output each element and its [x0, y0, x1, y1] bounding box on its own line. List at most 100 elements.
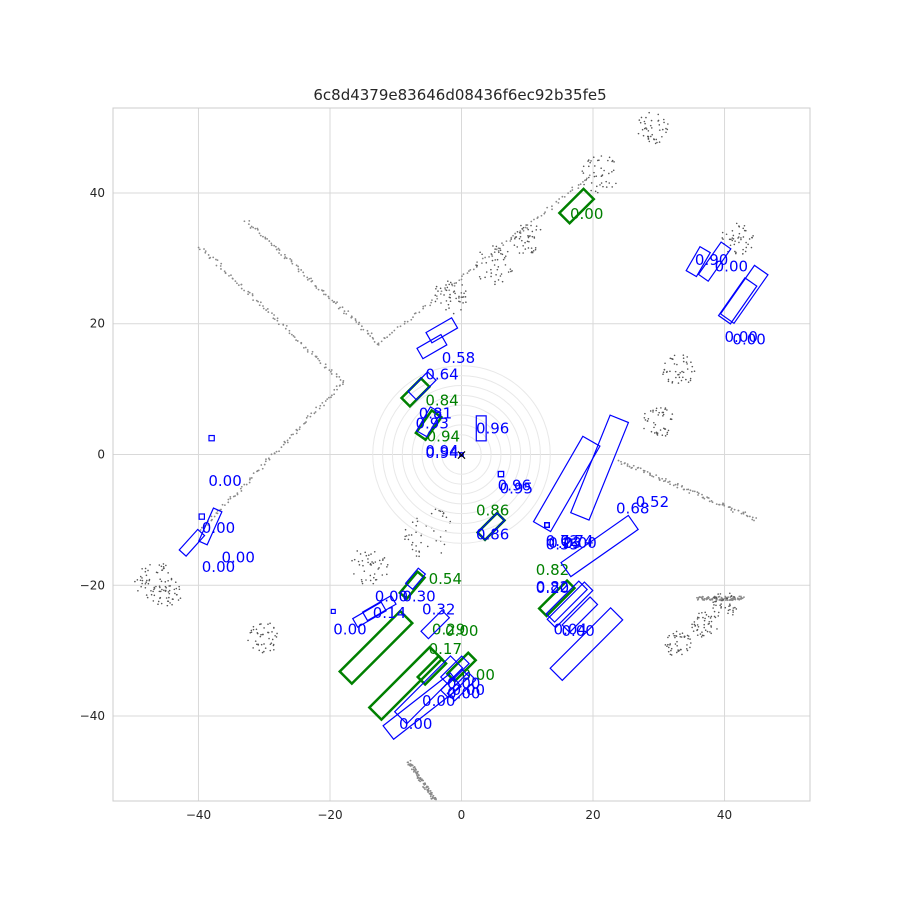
lidar-point	[495, 248, 498, 251]
lidar-point	[363, 570, 366, 572]
lidar-point	[311, 353, 313, 355]
lidar-point	[134, 580, 136, 583]
lidar-point	[716, 628, 718, 630]
lidar-point	[611, 171, 613, 173]
lidar-point	[742, 236, 745, 238]
lidar-point	[676, 486, 679, 489]
lidar-point	[369, 335, 372, 337]
lidar-point	[286, 439, 289, 442]
lidar-point	[429, 795, 432, 798]
lidar-point	[290, 259, 293, 261]
lidar-point	[386, 563, 389, 566]
lidar-point	[341, 306, 344, 309]
lidar-point	[623, 462, 626, 465]
lidar-point	[689, 379, 692, 382]
pred-box	[497, 470, 505, 478]
lidar-point	[380, 563, 382, 565]
pred-box-score: 0.00	[563, 534, 596, 552]
lidar-point	[490, 268, 492, 271]
lidar-point	[265, 309, 268, 311]
lidar-point	[139, 579, 142, 582]
lidar-point	[147, 582, 150, 585]
lidar-point	[637, 132, 640, 135]
lidar-point	[330, 369, 333, 371]
lidar-point	[165, 564, 167, 567]
lidar-point	[377, 568, 379, 570]
pred-box-score: 0.52	[636, 493, 669, 511]
pred-box	[439, 668, 470, 699]
lidar-point	[485, 271, 488, 273]
lidar-point	[493, 264, 496, 266]
lidar-point	[441, 515, 444, 517]
gt-box-score: 0.17	[429, 640, 462, 658]
lidar-point	[367, 558, 369, 560]
lidar-point	[150, 590, 152, 592]
lidar-point	[283, 257, 286, 260]
lidar-point	[701, 634, 704, 637]
pred-box	[404, 567, 427, 591]
lidar-point	[719, 598, 722, 601]
lidar-point	[464, 290, 467, 292]
lidar-point	[322, 293, 325, 296]
lidar-point	[639, 467, 642, 470]
lidar-point	[645, 116, 647, 119]
lidar-point	[265, 458, 267, 461]
lidar-point	[330, 373, 333, 375]
lidar-point	[229, 497, 232, 500]
lidar-point	[300, 269, 303, 271]
gt-box	[415, 654, 448, 687]
lidar-point	[426, 785, 429, 788]
lidar-point	[682, 354, 685, 356]
lidar-point	[220, 262, 223, 265]
lidar-point	[310, 277, 312, 280]
lidar-point	[306, 415, 309, 417]
lidar-point	[686, 649, 689, 652]
lidar-point	[435, 285, 438, 288]
lidar-point	[671, 413, 674, 415]
gt-box-score: 0.00	[445, 622, 478, 640]
lidar-point	[236, 492, 239, 495]
lidar-point	[257, 300, 259, 303]
lidar-point	[741, 597, 744, 600]
lidar-point	[662, 118, 665, 121]
lidar-point	[453, 284, 456, 287]
lidar-point	[439, 287, 442, 290]
lidar-point	[362, 564, 364, 567]
lidar-point	[708, 620, 711, 623]
lidar-point	[137, 590, 139, 592]
lidar-point	[424, 788, 426, 791]
gt-box-score: 0.00	[462, 666, 495, 684]
lidar-point	[161, 569, 164, 571]
lidar-point	[613, 161, 615, 163]
lidar-point	[360, 578, 363, 581]
lidar-point	[668, 634, 671, 637]
lidar-point	[289, 437, 291, 439]
lidar-point	[605, 186, 608, 188]
lidar-point	[373, 341, 376, 343]
lidar-point	[689, 489, 692, 492]
lidar-point	[593, 171, 595, 174]
lidar-point	[414, 312, 417, 315]
lidar-point	[359, 553, 362, 555]
lidar-point	[530, 251, 533, 254]
lidar-point	[579, 183, 582, 186]
lidar-point	[275, 248, 278, 251]
lidar-point	[141, 579, 144, 582]
lidar-point	[411, 544, 413, 546]
lidar-point	[170, 577, 173, 580]
lidar-point	[453, 282, 456, 285]
lidar-point	[252, 226, 255, 229]
lidar-point	[530, 247, 533, 249]
lidar-point	[369, 579, 372, 582]
lidar-point	[250, 225, 253, 228]
pred-box	[549, 606, 624, 682]
lidar-point	[670, 654, 673, 656]
x-tick-label: 40	[717, 808, 732, 822]
lidar-point	[162, 563, 165, 565]
lidar-point	[742, 227, 745, 230]
pred-box-score: 0.20	[536, 579, 569, 597]
lidar-point	[256, 227, 259, 230]
lidar-point	[702, 634, 705, 637]
lidar-point	[734, 606, 736, 609]
lidar-point	[239, 487, 242, 490]
